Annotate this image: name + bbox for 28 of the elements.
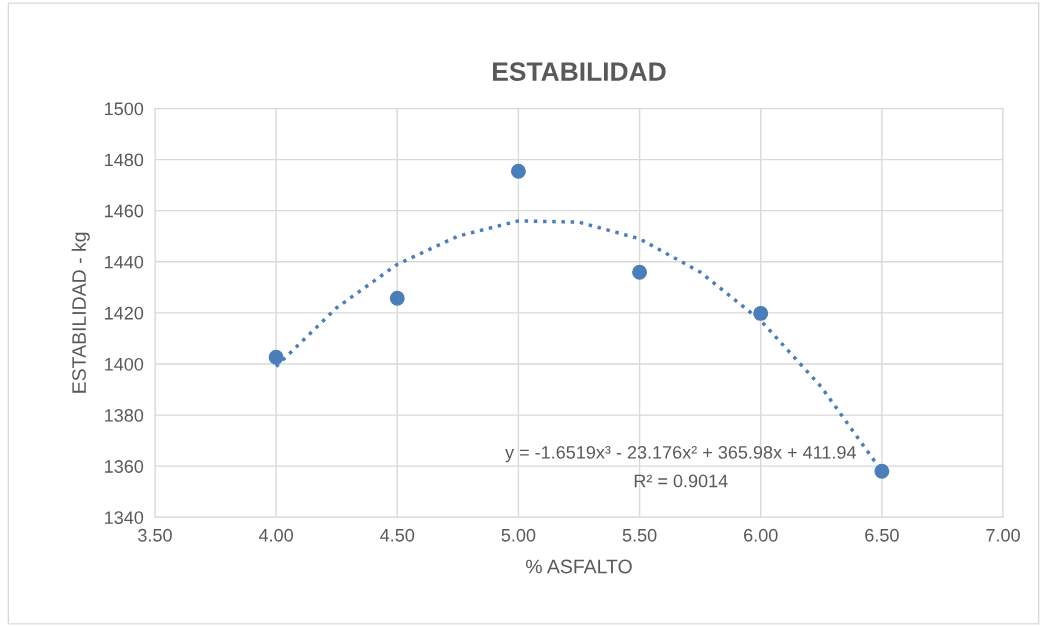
- x-tick-label: 5.50: [622, 528, 657, 542]
- y-tick-label: 1360: [105, 460, 144, 473]
- annotation: R² = 0.9014: [634, 474, 728, 488]
- y-tick-label: 1480: [105, 153, 144, 167]
- y-tick-label: 1400: [105, 357, 144, 371]
- x-tick-label: 6.50: [865, 528, 899, 542]
- x-axis-title: % ASFALTO: [525, 559, 632, 574]
- point: [389, 290, 405, 306]
- x-tick-label: 7.00: [986, 528, 1020, 542]
- y-tick-label: 1440: [105, 255, 144, 269]
- point: [510, 163, 526, 179]
- y-tick-label: 1340: [105, 511, 144, 524]
- point: [268, 349, 284, 365]
- point: [753, 305, 769, 321]
- y-tick-label: 1380: [105, 409, 144, 422]
- y-tick-label: 1420: [105, 306, 144, 320]
- point: [874, 463, 890, 479]
- y-tick-label: 1460: [105, 204, 144, 218]
- chart-title: ESTABILIDAD: [493, 62, 666, 81]
- x-tick-label: 5.00: [501, 528, 536, 542]
- x-tick-label: 4.50: [380, 528, 415, 542]
- x-tick-label: 4.00: [258, 528, 293, 542]
- y-tick-label: 1500: [105, 102, 144, 116]
- annotation: y = -1.6519x³ - 23.176x² + 365.98x + 411.94: [505, 445, 856, 463]
- x-tick-label: 3.50: [138, 528, 172, 542]
- x-tick-label: 6.00: [744, 528, 778, 542]
- y-axis-title: ESTABILIDAD - kg: [71, 232, 90, 393]
- point: [632, 264, 648, 280]
